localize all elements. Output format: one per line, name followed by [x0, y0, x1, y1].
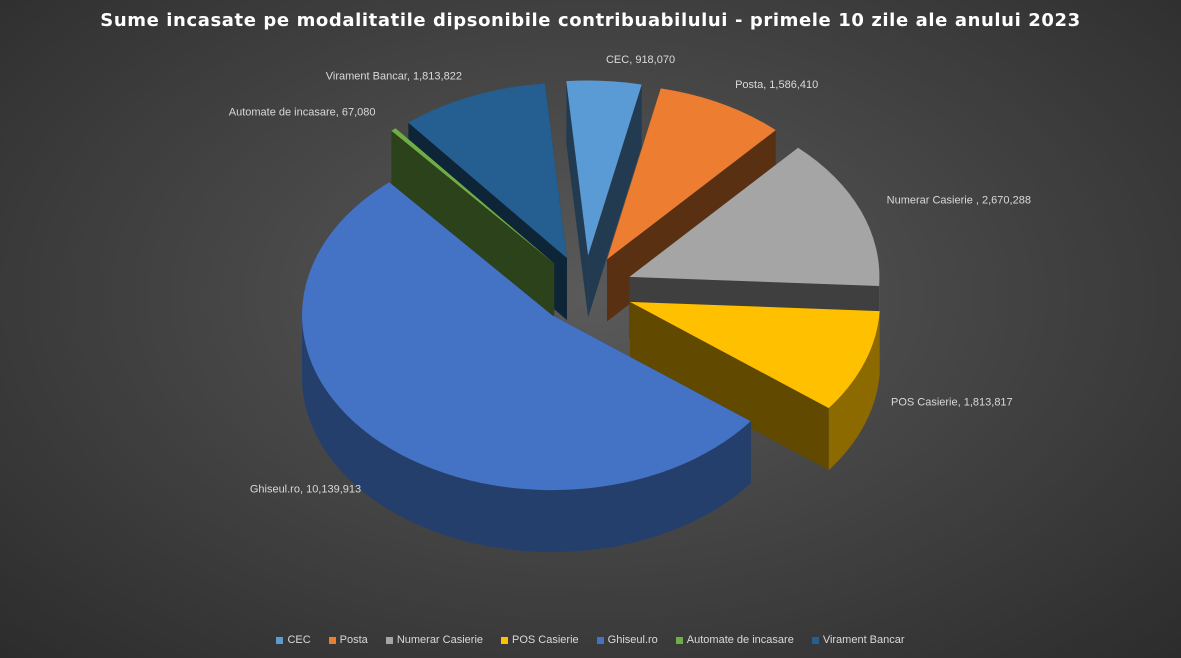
legend-swatch: [328, 636, 336, 644]
slice-rim: [302, 315, 751, 553]
slice-top: [607, 88, 776, 260]
slice-top: [566, 80, 642, 256]
data-label: Posta, 1,586,410: [735, 79, 818, 91]
legend-item: CEC: [276, 634, 311, 646]
legend-swatch: [276, 636, 284, 644]
legend-swatch: [675, 636, 683, 644]
legend-item: Automate de incasare: [675, 634, 794, 646]
legend-item: Posta: [328, 634, 368, 646]
legend-label: Automate de incasare: [686, 634, 794, 646]
slice-top: [391, 128, 555, 264]
slice-wall: [395, 128, 555, 326]
pie-slice-ghiseul-ro: [302, 182, 751, 553]
legend-item: POS Casierie: [501, 634, 579, 646]
legend-swatch: [501, 636, 509, 644]
pie-slice-pos-casierie: [630, 301, 880, 471]
data-label: Virament Bancar, 1,813,822: [326, 70, 462, 82]
slice-top: [630, 301, 880, 409]
slice-wall: [588, 84, 642, 318]
slice-top: [302, 182, 751, 491]
legend-label: Numerar Casierie: [396, 634, 484, 646]
slice-top: [408, 83, 567, 258]
slice-rim: [828, 311, 880, 471]
slice-wall: [630, 301, 829, 471]
legend-swatch: [811, 636, 819, 644]
legend-swatch: [385, 636, 393, 644]
legend-item: Numerar Casierie: [385, 634, 484, 646]
data-label: Numerar Casierie , 2,670,288: [887, 195, 1031, 207]
legend-swatch: [596, 636, 604, 644]
chart-title: Sume incasate pe modalitatile dipsonibil…: [100, 10, 1081, 31]
data-label: CEC, 918,070: [606, 54, 675, 66]
slice-top: [629, 147, 880, 287]
legend-item: Ghiseul.ro: [596, 634, 658, 646]
legend-label: Posta: [339, 634, 368, 646]
pie-slice-cec: [566, 80, 642, 318]
legend-label: POS Casierie: [512, 634, 579, 646]
legend-label: CEC: [287, 634, 311, 646]
data-label: POS Casierie, 1,813,817: [891, 397, 1013, 409]
data-label: Ghiseul.ro, 10,139,913: [250, 484, 361, 496]
pie-slice-automate-de-incasare: [391, 128, 555, 326]
legend-item: Virament Bancar: [811, 634, 905, 646]
legend-label: Virament Bancar: [822, 634, 905, 646]
slice-wall: [566, 81, 589, 318]
legend-label: Ghiseul.ro: [607, 634, 658, 646]
data-label: Automate de incasare, 67,080: [229, 107, 376, 119]
chart-legend: CEC Posta Numerar Casierie POS Casierie Ghis…: [0, 634, 1181, 646]
